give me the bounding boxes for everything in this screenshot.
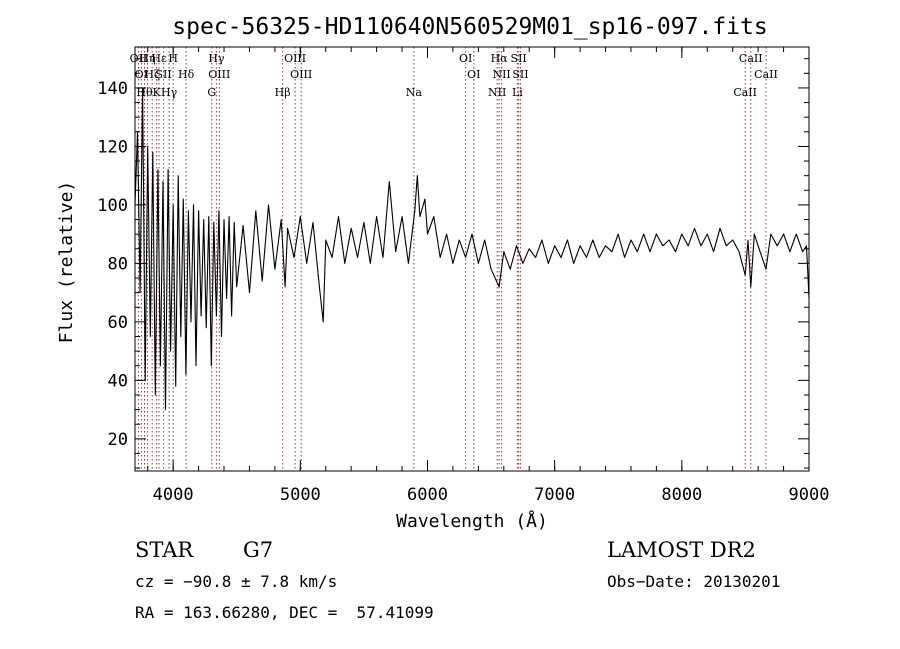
y-tick-label: 40 bbox=[108, 371, 128, 391]
line-marker-label: Hη bbox=[139, 52, 155, 65]
line-marker-label: H bbox=[168, 52, 178, 65]
line-marker-label: OI bbox=[467, 68, 480, 81]
line-marker-label: SII bbox=[155, 68, 171, 81]
y-tick-label: 60 bbox=[108, 313, 128, 333]
chart-title: spec-56325-HD110640N560529M01_sp16-097.f… bbox=[172, 14, 767, 40]
line-marker-label: OIII bbox=[284, 52, 306, 65]
line-marker-label: Hδ bbox=[178, 68, 195, 81]
line-marker-label: Li bbox=[512, 86, 523, 99]
redshift-cz: cz = −90.8 ± 7.8 km/s bbox=[135, 572, 338, 591]
line-marker-label: Hγ bbox=[161, 86, 178, 99]
line-marker-label: OIII bbox=[290, 68, 312, 81]
x-axis-label: Wavelength (Å) bbox=[396, 510, 548, 532]
line-marker-label: OI bbox=[135, 68, 148, 81]
line-marker-label: CaII bbox=[754, 68, 778, 81]
line-marker-label: Hε bbox=[151, 52, 167, 65]
y-tick-label: 20 bbox=[108, 430, 128, 450]
line-marker-label: OIII bbox=[208, 68, 230, 81]
object-subclass: G7 bbox=[243, 538, 274, 562]
line-marker-label: CaII bbox=[739, 52, 763, 65]
x-tick-label: 6000 bbox=[407, 485, 448, 505]
line-marker-label: SII bbox=[511, 52, 527, 65]
line-marker-label: NII bbox=[488, 86, 506, 99]
line-marker-label: Hθ bbox=[136, 86, 153, 99]
x-tick-label: 5000 bbox=[280, 485, 321, 505]
x-tick-label: 8000 bbox=[661, 485, 702, 505]
observation-date: Obs−Date: 20130201 bbox=[607, 572, 781, 591]
line-marker-label: G bbox=[207, 86, 216, 99]
x-tick-label: 9000 bbox=[789, 485, 830, 505]
line-marker-label: Hγ bbox=[208, 52, 225, 65]
y-tick-label: 100 bbox=[97, 196, 128, 216]
x-tick-label: 7000 bbox=[534, 485, 575, 505]
survey-label: LAMOST DR2 bbox=[607, 538, 756, 562]
y-tick-label: 80 bbox=[108, 254, 128, 274]
x-axis: 4000 5000 6000 7000 8000 9000 bbox=[147, 47, 830, 505]
line-marker-labels: OIIOIHθHηHζKHεSIIHγHHδGHγOIIIHβOIIIOIIIN… bbox=[130, 52, 778, 99]
ra-dec: RA = 163.66280, DEC = 57.41099 bbox=[135, 603, 434, 622]
line-marker-label: Hζ bbox=[144, 68, 160, 81]
x-tick-label: 4000 bbox=[153, 485, 194, 505]
line-marker-label: OI bbox=[459, 52, 472, 65]
line-marker-label: Hβ bbox=[275, 86, 291, 99]
spectrum-series-line bbox=[134, 87, 810, 411]
line-marker-label: Na bbox=[406, 86, 423, 99]
y-tick-label: 140 bbox=[97, 79, 128, 99]
line-marker-label: SII bbox=[512, 68, 528, 81]
object-class: STAR bbox=[135, 538, 194, 562]
y-axis-label: Flux (relative) bbox=[56, 181, 77, 344]
line-marker-label: Hα bbox=[491, 52, 509, 65]
y-axis: 20 40 60 80 100 120 140 bbox=[97, 58, 809, 469]
plot-frame bbox=[134, 46, 810, 472]
line-marker-label: K bbox=[153, 86, 162, 99]
line-markers bbox=[137, 47, 767, 471]
line-marker-label: CaII bbox=[733, 86, 757, 99]
y-tick-label: 120 bbox=[97, 137, 128, 157]
line-marker-label: NII bbox=[492, 68, 510, 81]
